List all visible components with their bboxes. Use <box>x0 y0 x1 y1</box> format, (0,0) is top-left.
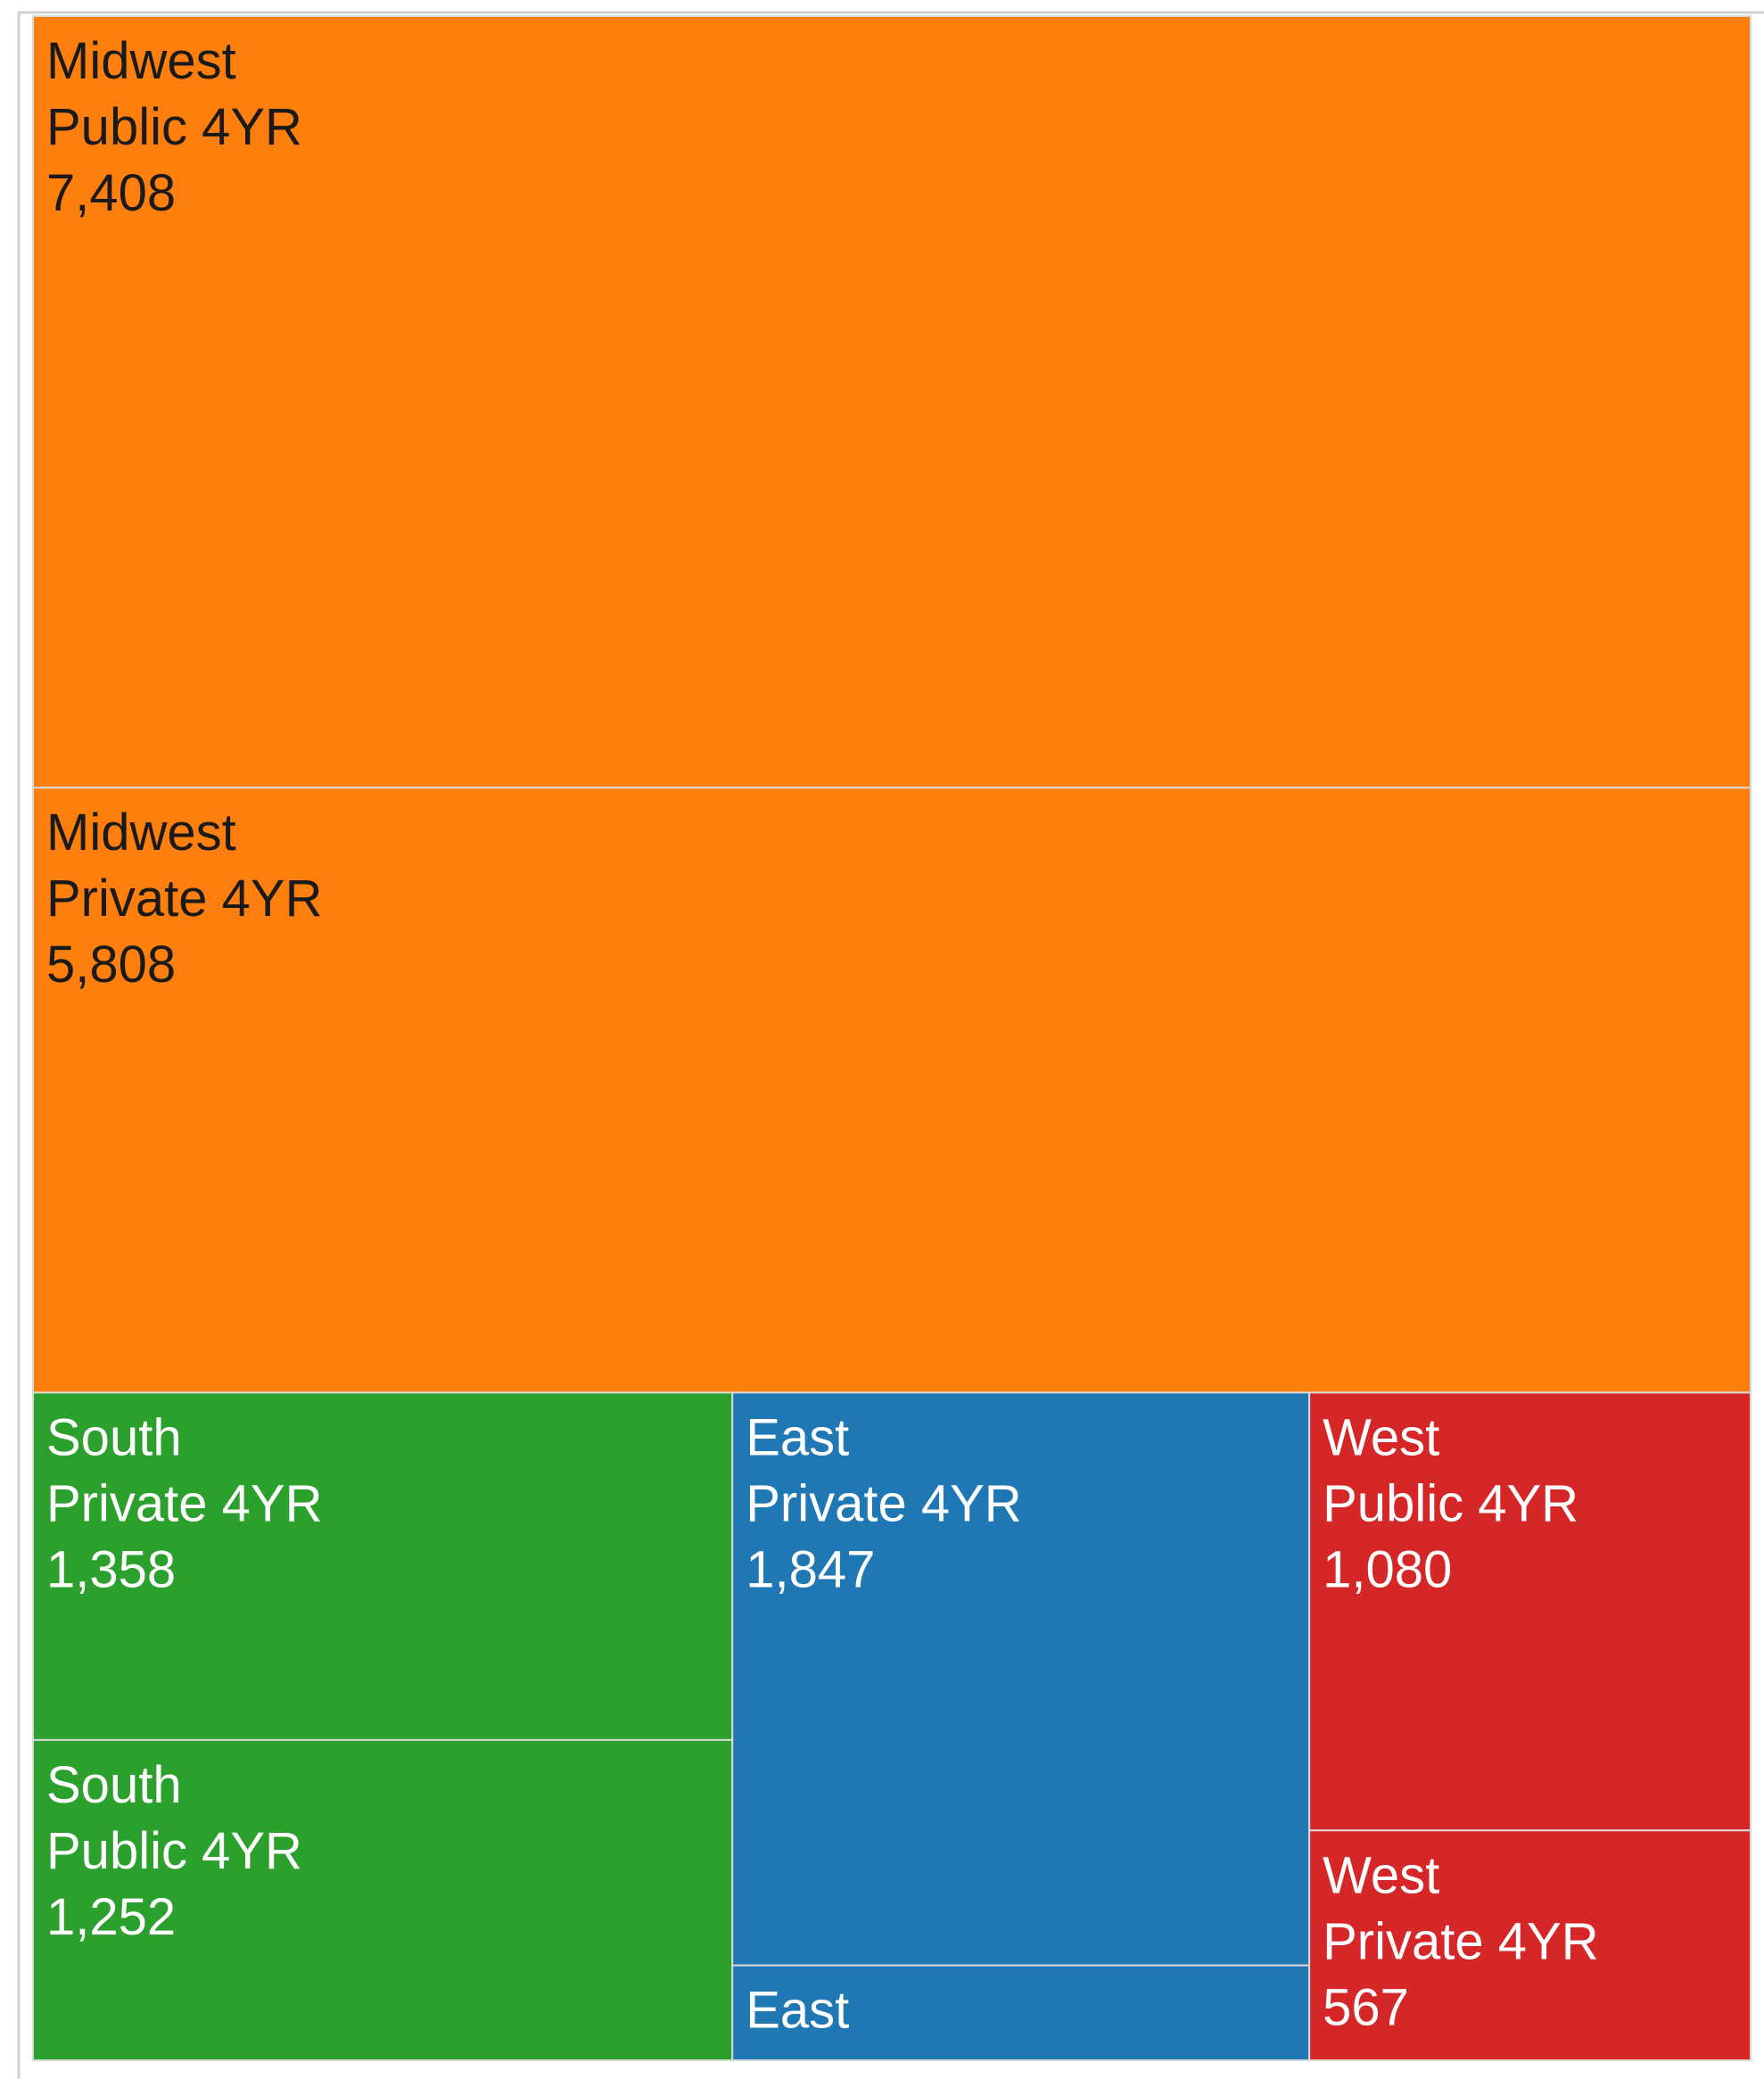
treemap-cell <box>1308 1829 1752 2061</box>
cell-category-label: Private 4YR <box>1323 1912 1598 1970</box>
cell-region-label: Midwest <box>46 32 236 90</box>
cell-value-label: 1,847 <box>746 1540 875 1598</box>
treemap-cell <box>32 787 1752 1394</box>
cell-category-label: Public 4YR <box>46 1822 302 1880</box>
cell-value-label: 1,252 <box>46 1888 176 1946</box>
cell-value-label: 567 <box>1323 1978 1409 2036</box>
cell-value-label: 1,080 <box>1323 1540 1452 1598</box>
treemap-cell <box>731 1391 1311 1967</box>
cell-category-label: Private 4YR <box>46 870 322 928</box>
frame <box>17 11 1764 2079</box>
cell-value-label: 1,358 <box>46 1540 176 1598</box>
cell-region-label: South <box>46 1408 182 1466</box>
cell-category-label: Public 4YR <box>1323 1474 1579 1532</box>
cell-value-label: 7,408 <box>46 164 176 222</box>
cell-region-label: South <box>46 1756 182 1814</box>
treemap-cell <box>32 1391 734 1741</box>
cell-region-label: West <box>1323 1846 1439 1904</box>
treemap-cell <box>731 1964 1311 2061</box>
cell-region-label: East <box>746 1408 849 1466</box>
cell-value-label: 5,808 <box>46 936 176 994</box>
treemap-cell <box>32 15 1752 789</box>
cell-region-label: West <box>1323 1408 1439 1466</box>
treemap-cell <box>32 1738 734 2062</box>
cell-category-label: Private 4YR <box>746 1474 1021 1532</box>
treemap-cell <box>1308 1391 1752 1832</box>
cell-region-label: Midwest <box>46 804 236 862</box>
cell-category-label: Private 4YR <box>46 1474 322 1532</box>
cell-region-label: East <box>746 1982 849 2040</box>
cell-category-label: Public 4YR <box>46 98 302 156</box>
